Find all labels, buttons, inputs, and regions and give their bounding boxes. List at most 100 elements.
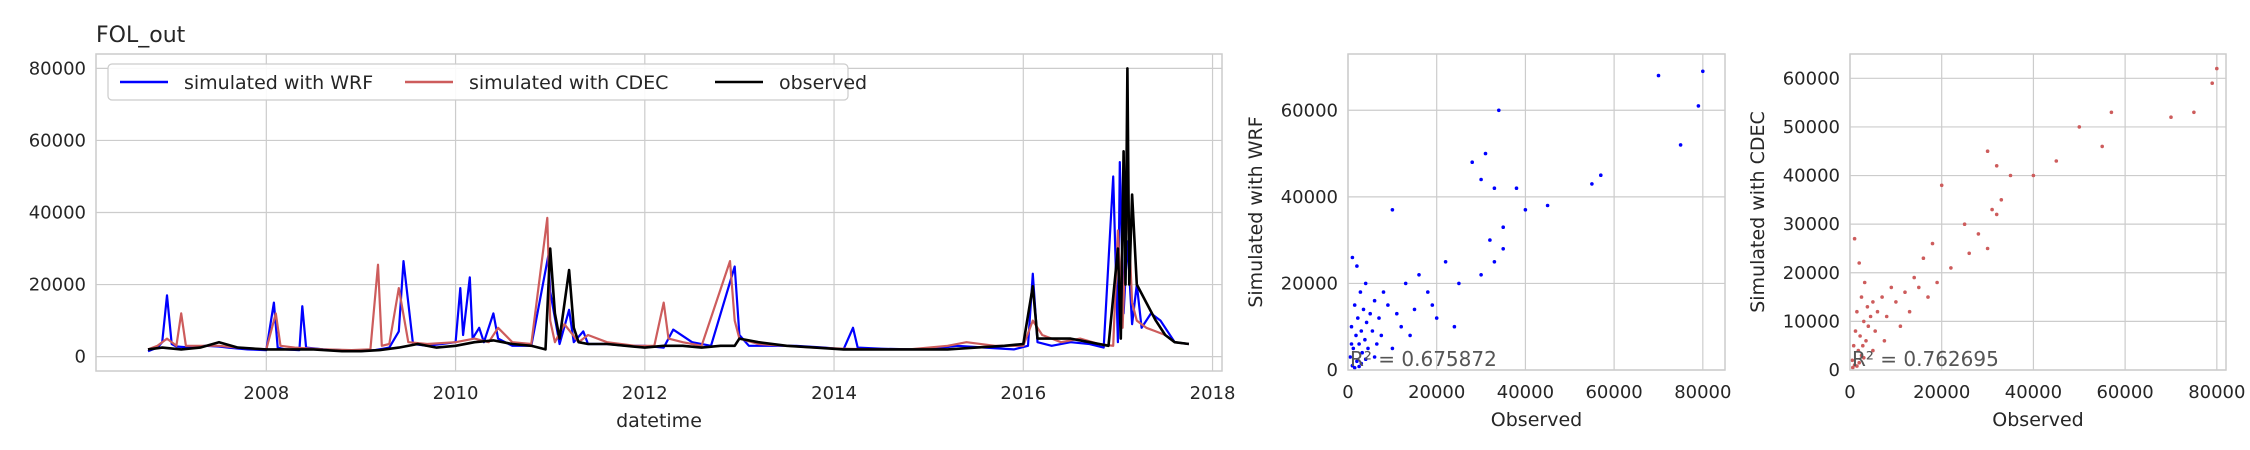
scatter-point: [1352, 303, 1357, 307]
scatter-point: [1361, 307, 1366, 312]
scatter-point: [1859, 295, 1864, 299]
y-axis-label: Simulated with CDEC: [1747, 111, 1769, 313]
x-tick-label: 2010: [433, 383, 479, 404]
scatter-point: [1492, 260, 1497, 264]
y-tick-label: 10000: [1783, 311, 1840, 332]
scatter-point: [1357, 364, 1361, 369]
scatter-point: [1873, 329, 1877, 333]
scatter-point: [1357, 342, 1361, 346]
scatter-point: [2215, 66, 2219, 71]
scatter-point: [1386, 303, 1390, 307]
scatter-point: [1862, 319, 1866, 324]
scatter-point: [1930, 241, 1935, 246]
scatter-point: [1696, 104, 1701, 108]
scatter-point: [1855, 364, 1859, 368]
x-tick-label: 60000: [1585, 382, 1642, 403]
scatter-point: [1678, 143, 1683, 147]
scatter-point: [1358, 290, 1363, 294]
scatter-point: [2008, 173, 2013, 178]
scatter-point: [1865, 305, 1870, 309]
legend-entry-1: simulated with CDEC: [469, 72, 668, 94]
scatter-point: [1483, 151, 1488, 156]
legend: simulated with WRF simulated with CDEC obs…: [107, 63, 867, 101]
scatter-point: [1390, 208, 1395, 212]
scatter-point: [1599, 173, 1603, 177]
x-tick-label: 80000: [1674, 382, 1731, 403]
y-tick-label: 50000: [1783, 117, 1840, 138]
chart-1: 0 20000 40000 60000 800000200004000060000Obs…: [1245, 53, 1731, 431]
scatter-point: [1949, 266, 1953, 270]
scatter-point: [1962, 222, 1967, 226]
r-squared-annotation: R² = 0.762695: [1852, 347, 1999, 371]
scatter-point: [1921, 256, 1926, 261]
scatter-point: [1408, 333, 1412, 338]
chart-0: 2008 2010 2012 2014 2016 2018 0 20000 40000 60000…: [29, 23, 1236, 432]
scatter-point: [1857, 360, 1861, 365]
scatter-point: [1381, 290, 1386, 294]
y-tick-label: 0: [75, 347, 86, 368]
x-axis-label: datetime: [616, 410, 702, 432]
scatter-point: [1882, 339, 1887, 343]
y-axis-label: Simulated with WRF: [1245, 116, 1267, 307]
y-tick-label: 20000: [29, 275, 86, 296]
scatter-point: [1852, 236, 1857, 241]
scatter-point: [1976, 232, 1981, 236]
scatter-point: [1501, 225, 1505, 229]
scatter-point: [1857, 261, 1861, 265]
scatter-point: [1967, 251, 1971, 256]
scatter-point: [1939, 183, 1944, 188]
scatter-point: [1370, 329, 1375, 333]
x-tick-label: 80000: [2188, 382, 2245, 403]
scatter-point: [1470, 160, 1474, 164]
scatter-point: [1851, 365, 1855, 370]
scatter-point: [1590, 182, 1594, 186]
scatter-point: [1399, 324, 1403, 329]
scatter-point: [1479, 273, 1483, 277]
x-tick-label: 2012: [622, 383, 668, 404]
scatter-point: [1426, 290, 1430, 294]
scatter-point: [2100, 144, 2104, 149]
scatter-point: [1375, 342, 1379, 346]
series-line-2: [147, 67, 1190, 353]
scatter-point: [2109, 110, 2114, 115]
x-tick-label: 2008: [243, 383, 289, 404]
scatter-point: [1488, 238, 1492, 242]
axes-frame: [1849, 53, 2227, 371]
scatter-point: [1868, 314, 1873, 319]
y-tick-label: 60000: [1783, 68, 1840, 89]
plot-area: [147, 67, 1190, 353]
scatter-point: [1917, 285, 1921, 290]
scatter-point: [1880, 295, 1884, 299]
axes-frame: [95, 53, 1223, 372]
scatter-point: [1894, 300, 1898, 304]
scatter-point: [1985, 246, 1990, 251]
scatter-point: [1434, 316, 1439, 320]
x-tick-label: 0: [1844, 382, 1855, 403]
scatter-point: [1862, 280, 1867, 285]
scatter-point: [1479, 177, 1483, 182]
y-tick-label: 0: [1327, 360, 1338, 381]
scatter-point: [1355, 359, 1359, 364]
scatter-point: [1985, 149, 1990, 153]
y-tick-label: 40000: [29, 203, 86, 224]
scatter-point: [1871, 348, 1875, 353]
scatter-point: [1366, 346, 1370, 351]
scatter-point: [1935, 280, 1939, 285]
scatter-point: [1545, 203, 1550, 208]
scatter-point: [1452, 324, 1457, 329]
scatter-point: [1884, 314, 1889, 319]
scatter-point: [1871, 300, 1875, 304]
r-squared-annotation: R² = 0.675872: [1350, 347, 1497, 371]
scatter-point: [1379, 333, 1384, 338]
y-tick-label: 20000: [1783, 263, 1840, 284]
scatter-point: [1656, 73, 1661, 78]
scatter-point: [1395, 311, 1399, 316]
x-tick-label: 40000: [2005, 382, 2062, 403]
scatter-point: [1862, 356, 1866, 360]
y-tick-label: 0: [1829, 360, 1840, 381]
scatter-point: [1350, 255, 1355, 260]
scatter-point: [1377, 316, 1381, 320]
x-tick-label: 60000: [2096, 382, 2153, 403]
scatter-point: [1866, 324, 1871, 329]
scatter-point: [1348, 355, 1352, 359]
